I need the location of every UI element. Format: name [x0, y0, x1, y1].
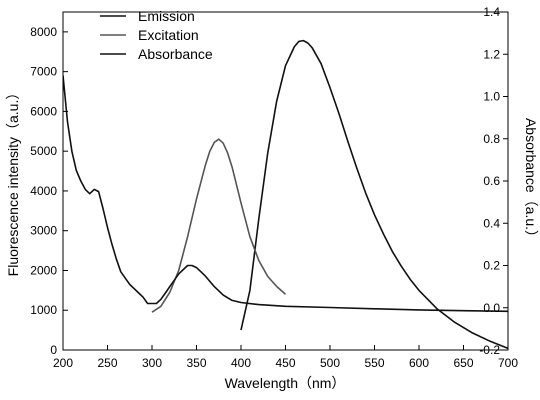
right-y-tick-label: 0.8 — [483, 132, 500, 146]
x-axis-title: Wavelength（nm） — [225, 375, 346, 391]
left-y-tick-label: 8000 — [30, 25, 57, 39]
left-y-tick-label: 7000 — [30, 65, 57, 79]
plot-lines — [63, 39, 508, 350]
left-y-tick-label: 4000 — [30, 184, 57, 198]
legend-label-emission: Emission — [138, 8, 195, 24]
right-y-axis-title: Absorbance（a.u.） — [523, 118, 539, 244]
x-tick-label: 600 — [409, 356, 429, 370]
left-y-axis-title: Fluorescence intensity（a.u.） — [5, 86, 21, 277]
left-y-tick-label: 0 — [50, 343, 57, 357]
series-line-excitation — [151, 138, 287, 313]
axes: 200 250 300 350 400 450 500 550 600 650 7000100020… — [30, 5, 518, 370]
x-tick-label: 350 — [186, 356, 206, 370]
x-tick-label: 300 — [142, 356, 162, 370]
x-tick-label: 450 — [275, 356, 295, 370]
right-y-tick-label: 1.2 — [483, 47, 500, 61]
legend-label-excitation: Excitation — [138, 27, 199, 43]
x-tick-label: 200 — [53, 356, 73, 370]
left-y-tick-label: 5000 — [30, 144, 57, 158]
right-y-tick-label: 0.2 — [483, 259, 500, 273]
left-y-tick-label: 3000 — [30, 224, 57, 238]
legend-label-absorbance: Absorbance — [138, 46, 213, 62]
right-y-tick-label: 0.6 — [483, 174, 500, 188]
right-y-tick-label: 0.0 — [483, 301, 500, 315]
left-y-tick-label: 2000 — [30, 263, 57, 277]
x-tick-label: 700 — [498, 356, 518, 370]
x-tick-label: 650 — [453, 356, 473, 370]
series-line-emission — [240, 39, 508, 350]
left-y-tick-label: 6000 — [30, 104, 57, 118]
x-tick-label: 550 — [364, 356, 384, 370]
x-tick-label: 400 — [231, 356, 251, 370]
right-y-tick-label: 1.4 — [483, 5, 500, 19]
x-tick-label: 500 — [320, 356, 340, 370]
right-y-tick-label: 0.4 — [483, 216, 500, 230]
legend: Emission Excitation Absorbance — [100, 8, 213, 62]
left-y-tick-label: 1000 — [30, 303, 57, 317]
right-y-tick-label: -0.2 — [479, 343, 500, 357]
right-y-tick-label: 1.0 — [483, 90, 500, 104]
series-line-absorbance — [63, 75, 508, 313]
plot-frame — [62, 11, 509, 351]
x-tick-label: 250 — [97, 356, 117, 370]
